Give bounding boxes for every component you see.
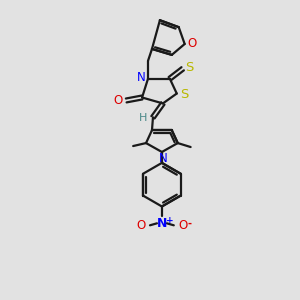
Text: +: + — [166, 216, 174, 225]
Text: -: - — [188, 218, 192, 228]
Text: O: O — [187, 38, 196, 50]
Text: O: O — [136, 219, 146, 232]
Text: O: O — [178, 219, 187, 232]
Text: N: N — [137, 71, 146, 84]
Text: N: N — [158, 152, 167, 165]
Text: N: N — [157, 217, 167, 230]
Text: S: S — [181, 88, 189, 101]
Text: H: H — [139, 113, 147, 123]
Text: S: S — [185, 61, 194, 74]
Text: O: O — [114, 94, 123, 107]
